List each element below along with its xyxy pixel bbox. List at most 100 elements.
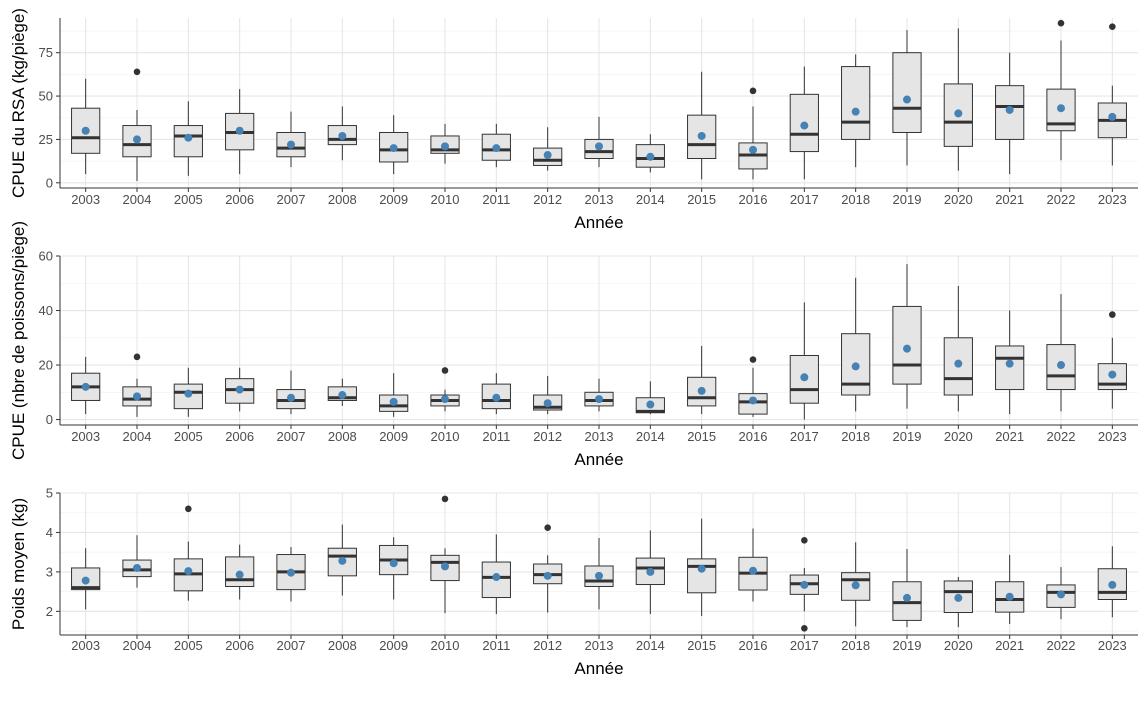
mean-point (184, 133, 193, 142)
x-tick-label: 2017 (790, 638, 819, 653)
mean-point (81, 126, 90, 135)
box-2012 (533, 375, 563, 415)
box-2013 (584, 378, 614, 412)
mean-point (184, 567, 193, 576)
x-tick-label: 2023 (1098, 192, 1127, 207)
x-tick-label: 2003 (71, 429, 100, 444)
y-tick-label: 50 (39, 89, 53, 104)
box-2020 (943, 28, 973, 171)
outlier-point (133, 353, 141, 361)
x-tick-label: 2004 (123, 638, 152, 653)
mean-point (697, 131, 706, 140)
outlier-point (801, 624, 808, 632)
x-tick-label: 2011 (482, 429, 510, 444)
box-2006 (225, 544, 255, 600)
outlier-point (1057, 19, 1065, 27)
box-2021 (995, 52, 1025, 175)
outlier-point (133, 68, 141, 76)
box-2021 (995, 554, 1025, 624)
mean-point (441, 142, 449, 151)
box-2018 (841, 542, 871, 627)
mean-point (492, 393, 501, 402)
mean-point (543, 151, 552, 160)
y-tick-label: 75 (39, 45, 53, 60)
x-tick-label: 2014 (636, 638, 665, 653)
x-tick-label: 2019 (893, 192, 922, 207)
x-tick-label: 2008 (328, 638, 357, 653)
x-tick-label: 2006 (225, 638, 254, 653)
x-tick-label: 2013 (585, 429, 614, 444)
mean-point (646, 400, 655, 409)
box-2009 (379, 115, 409, 175)
mean-point (851, 362, 860, 371)
mean-point (441, 562, 449, 571)
box-2011 (481, 534, 511, 615)
x-tick-label: 2015 (687, 192, 716, 207)
x-tick-label: 2019 (893, 638, 922, 653)
mean-point (287, 568, 295, 577)
x-tick-label: 2013 (585, 638, 614, 653)
x-tick-label: 2012 (533, 638, 562, 653)
outlier-point (1109, 23, 1116, 30)
box-2014 (635, 530, 665, 615)
mean-point (903, 344, 911, 353)
box-2016 (738, 528, 768, 602)
mean-point (133, 563, 141, 572)
x-tick-label: 2011 (482, 192, 510, 207)
x-tick-label: 2006 (225, 429, 254, 444)
mean-point (389, 144, 398, 153)
x-tick-label: 2013 (585, 192, 614, 207)
x-tick-label: 2010 (431, 638, 460, 653)
box-2006 (225, 367, 255, 412)
box-2015 (687, 71, 717, 180)
x-tick-label: 2020 (944, 429, 973, 444)
mean-point (800, 121, 809, 130)
outlier-point (1109, 311, 1116, 318)
x-tick-label: 2017 (790, 192, 819, 207)
y-tick-label: 60 (39, 249, 53, 264)
x-tick-label: 2022 (1047, 638, 1076, 653)
box-2004 (122, 535, 152, 588)
x-tick-label: 2019 (893, 429, 922, 444)
mean-point (81, 576, 90, 585)
x-tick-label: 2003 (71, 638, 100, 653)
mean-point (389, 559, 398, 568)
box-2009 (379, 373, 409, 417)
mean-point (595, 571, 603, 580)
x-tick-label: 2014 (636, 192, 665, 207)
box-2022 (1046, 19, 1076, 161)
box-2008 (327, 378, 357, 406)
box-2016 (738, 87, 768, 180)
box-body (687, 558, 717, 594)
box-2005 (173, 505, 203, 601)
mean-point (800, 373, 809, 382)
mean-point (543, 399, 552, 408)
x-tick-label: 2014 (636, 429, 665, 444)
box-2015 (687, 518, 717, 617)
box-2007 (276, 370, 306, 415)
box-2023 (1097, 23, 1127, 166)
mean-point (851, 581, 860, 590)
box-2004 (122, 68, 152, 182)
mean-point (1005, 105, 1014, 114)
box-2022 (1046, 567, 1076, 620)
mean-point (646, 152, 655, 161)
mean-point (595, 142, 603, 151)
x-tick-label: 2021 (995, 192, 1024, 207)
x-tick-label: 2016 (739, 429, 768, 444)
box-2023 (1097, 311, 1127, 409)
x-tick-label: 2009 (379, 192, 408, 207)
box-2005 (173, 101, 203, 176)
x-tick-label: 2003 (71, 192, 100, 207)
mean-point (441, 395, 449, 404)
x-tick-label: 2015 (687, 429, 716, 444)
outlier-point (749, 87, 757, 95)
mean-point (1057, 361, 1065, 370)
mean-point (492, 573, 501, 582)
y-axis-title: CPUE (nbre de poissons/piège) (9, 221, 28, 460)
mean-point (287, 140, 295, 149)
y-tick-label: 2 (46, 604, 53, 619)
box-2010 (430, 495, 460, 614)
outlier-point (185, 505, 192, 513)
x-tick-label: 2007 (277, 192, 306, 207)
